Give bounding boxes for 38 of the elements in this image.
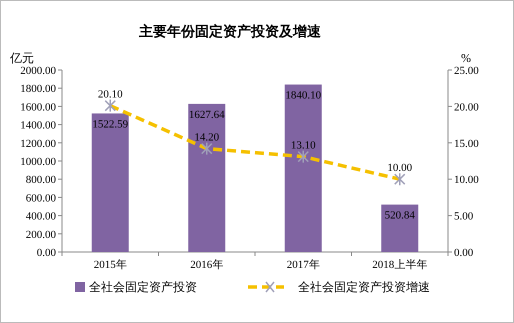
- data-label: 520.84: [384, 210, 416, 222]
- y2-tick-label: 5.00: [454, 210, 474, 223]
- y2-tick-label: 20.00: [454, 101, 480, 114]
- bar: [92, 113, 129, 252]
- data-label: 13.10: [290, 140, 316, 152]
- y-tick-label: 400.00: [26, 210, 56, 223]
- y-tick-label: 1000.00: [20, 156, 56, 168]
- y2-tick-label: 10.00: [454, 174, 480, 186]
- y-tick-label: 1600.00: [20, 101, 56, 114]
- y-tick-label: 800.00: [26, 174, 56, 186]
- y-tick-label: 1200.00: [20, 138, 56, 150]
- data-label: 1627.64: [188, 108, 226, 121]
- y-tick-label: 2000.00: [20, 65, 56, 77]
- y-tick-label: 1800.00: [20, 83, 56, 96]
- legend-label: 全社会固定资产投资: [89, 280, 197, 294]
- y2-tick-label: 15.00: [454, 138, 480, 150]
- data-label: 14.20: [194, 132, 220, 144]
- data-label: 20.10: [98, 88, 124, 101]
- bar: [381, 204, 418, 252]
- y-tick-label: 200.00: [26, 228, 56, 241]
- data-label: 10.00: [387, 162, 413, 174]
- x-tick-label: 2016年: [190, 259, 224, 271]
- bar: [188, 104, 226, 252]
- y-tick-label: 0.00: [36, 247, 56, 259]
- y-tick-label: 600.00: [26, 192, 56, 204]
- y2-axis-title: %: [461, 51, 471, 65]
- x-tick-label: 2017年: [286, 259, 320, 271]
- y-tick-label: 1400.00: [20, 120, 56, 132]
- legend-label: 全社会固定资产投资增速: [298, 280, 430, 294]
- x-tick-label: 2015年: [94, 259, 127, 271]
- y-axis-title: 亿元: [9, 51, 34, 65]
- data-label: 1522.59: [92, 118, 129, 130]
- chart-title: 主要年份固定资产投资及增速: [138, 23, 322, 40]
- bar: [284, 84, 322, 252]
- x-tick-label: 2018上半年: [372, 258, 428, 271]
- data-label: 1840.10: [285, 90, 322, 102]
- y2-tick-label: 25.00: [454, 65, 480, 77]
- y2-tick-label: 0.00: [454, 247, 474, 259]
